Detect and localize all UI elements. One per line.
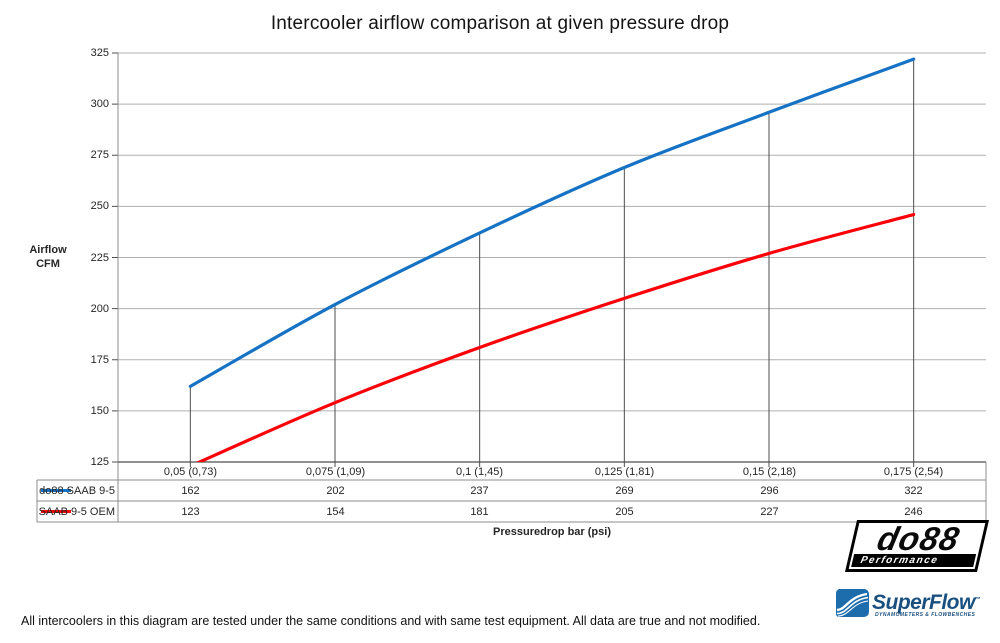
table-value-cell: 269 <box>615 485 634 497</box>
table-value-cell: 123 <box>181 506 200 518</box>
y-axis-title-line2: CFM <box>36 258 60 270</box>
series-line-1 <box>195 212 916 462</box>
legend-label-0: do88 SAAB 9-5 <box>39 485 115 497</box>
table-value-cell: 246 <box>904 506 923 518</box>
y-tick-label: 250 <box>90 200 109 212</box>
y-tick-label: 275 <box>90 149 109 161</box>
table-value-cell: 154 <box>326 506 345 518</box>
do88-logo: do88 Performance <box>844 520 990 572</box>
table-value-cell: 322 <box>904 485 923 497</box>
y-tick-label: 150 <box>90 405 109 417</box>
y-tick-label: 225 <box>90 252 109 264</box>
legend-label-1: SAAB 9-5 OEM <box>38 506 115 518</box>
do88-logo-tagline: Performance <box>851 554 977 567</box>
table-value-cell: 202 <box>326 485 345 497</box>
category-label: 0,1 (1,45) <box>455 466 504 478</box>
do88-logo-text: do88 <box>873 520 964 557</box>
superflow-logo: SuperFlow™ DYNAMOMETERS & FLOWBENCHES <box>836 589 981 618</box>
category-label: 0,075 (1,09) <box>305 466 366 478</box>
y-tick-label: 200 <box>90 303 109 315</box>
table-value-cell: 205 <box>615 506 634 518</box>
superflow-logo-text: SuperFlow™ <box>872 591 981 614</box>
y-axis-title: Airflow CFM <box>14 243 82 271</box>
trademark-symbol: ™ <box>974 597 981 603</box>
table-value-cell: 296 <box>760 485 779 497</box>
category-label: 0,125 (1,81) <box>594 466 655 478</box>
x-axis-title: Pressuredrop bar (psi) <box>493 526 611 538</box>
disclaimer-text: All intercoolers in this diagram are tes… <box>21 614 761 628</box>
superflow-icon <box>836 589 869 617</box>
category-label: 0,175 (2,54) <box>883 466 944 478</box>
table-value-cell: 227 <box>760 506 779 518</box>
series-line-0 <box>188 57 916 388</box>
table-value-cell: 162 <box>181 485 200 497</box>
category-label: 0,05 (0,73) <box>163 466 218 478</box>
table-value-cell: 181 <box>470 506 489 518</box>
chart-title: Intercooler airflow comparison at given … <box>270 13 730 34</box>
y-tick-label: 175 <box>90 354 109 366</box>
y-tick-label: 125 <box>90 456 109 468</box>
category-label: 0,15 (2,18) <box>742 466 797 478</box>
y-tick-label: 300 <box>90 98 109 110</box>
superflow-logo-tagline: DYNAMOMETERS & FLOWBENCHES <box>875 612 976 618</box>
table-value-cell: 237 <box>470 485 489 497</box>
y-axis-title-line1: Airflow <box>29 244 67 256</box>
y-tick-label: 325 <box>90 47 109 59</box>
